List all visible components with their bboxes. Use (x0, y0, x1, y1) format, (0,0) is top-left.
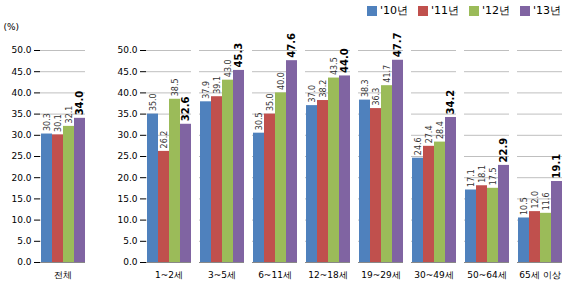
svg-text:25.0: 25.0 (117, 151, 137, 161)
svg-text:35.0: 35.0 (266, 93, 275, 111)
svg-text:32.6: 32.6 (180, 97, 191, 122)
svg-text:50.0: 50.0 (11, 45, 31, 55)
svg-text:50~64세: 50~64세 (467, 270, 506, 280)
svg-text:30.3: 30.3 (43, 113, 52, 131)
svg-text:25.0: 25.0 (11, 151, 31, 161)
svg-text:35.0: 35.0 (11, 109, 31, 119)
svg-text:30.5: 30.5 (255, 112, 264, 130)
svg-text:44.0: 44.0 (339, 48, 350, 73)
svg-text:38.5: 38.5 (171, 78, 180, 96)
svg-text:47.7: 47.7 (392, 33, 403, 58)
svg-text:0.0: 0.0 (17, 257, 32, 267)
svg-text:34.2: 34.2 (445, 90, 456, 115)
svg-text:20.0: 20.0 (117, 173, 137, 183)
svg-text:30.0: 30.0 (117, 130, 137, 140)
svg-text:17.1: 17.1 (467, 169, 476, 187)
svg-text:38.3: 38.3 (361, 79, 370, 97)
svg-text:30~49세: 30~49세 (414, 270, 453, 280)
svg-text:30.1: 30.1 (54, 114, 63, 132)
svg-text:34.0: 34.0 (74, 91, 85, 116)
svg-text:전체: 전체 (54, 270, 72, 280)
svg-text:3~5세: 3~5세 (208, 270, 236, 280)
svg-text:36.3: 36.3 (372, 88, 381, 106)
svg-text:47.6: 47.6 (286, 33, 297, 58)
svg-text:35.0: 35.0 (149, 93, 158, 111)
svg-text:18.1: 18.1 (478, 165, 487, 183)
svg-text:26.2: 26.2 (160, 131, 169, 149)
svg-text:37.0: 37.0 (308, 85, 317, 103)
svg-text:32.1: 32.1 (65, 106, 74, 124)
html-text:'12년: '12년 (481, 3, 510, 17)
svg-text:40.0: 40.0 (277, 72, 286, 90)
svg-text:24.6: 24.6 (414, 137, 423, 155)
svg-text:15.0: 15.0 (11, 194, 31, 204)
svg-text:40.0: 40.0 (11, 88, 31, 98)
svg-text:1~2세: 1~2세 (155, 270, 183, 280)
svg-text:11.6: 11.6 (542, 193, 551, 211)
svg-text:27.4: 27.4 (425, 126, 434, 144)
svg-text:38.2: 38.2 (319, 80, 328, 98)
svg-text:43.0: 43.0 (224, 59, 233, 77)
svg-text:17.5: 17.5 (489, 167, 498, 185)
svg-text:37.9: 37.9 (202, 81, 211, 99)
svg-text:6~11세: 6~11세 (258, 270, 292, 280)
svg-text:39.1: 39.1 (213, 76, 222, 94)
svg-text:50.0: 50.0 (117, 45, 137, 55)
html-text:'10년: '10년 (379, 3, 408, 17)
svg-text:15.0: 15.0 (117, 194, 137, 204)
svg-text:22.9: 22.9 (498, 138, 509, 163)
svg-text:30.0: 30.0 (11, 130, 31, 140)
svg-text:19~29세: 19~29세 (361, 270, 400, 280)
svg-text:45.0: 45.0 (117, 67, 137, 77)
svg-text:45.3: 45.3 (233, 43, 244, 68)
svg-text:41.7: 41.7 (383, 65, 392, 83)
svg-text:12~18세: 12~18세 (308, 270, 347, 280)
html-text:'13년: '13년 (533, 3, 561, 17)
svg-text:45.0: 45.0 (11, 67, 31, 77)
svg-text:12.0: 12.0 (531, 191, 540, 209)
svg-text:43.5: 43.5 (330, 57, 339, 75)
svg-text:40.0: 40.0 (117, 88, 137, 98)
svg-text:(%): (%) (4, 22, 20, 32)
svg-text:5.0: 5.0 (123, 236, 138, 246)
svg-text:28.4: 28.4 (436, 121, 445, 139)
svg-text:35.0: 35.0 (117, 109, 137, 119)
svg-text:0.0: 0.0 (123, 257, 138, 267)
svg-text:19.1: 19.1 (551, 154, 562, 179)
svg-text:65세 이상: 65세 이상 (519, 270, 560, 280)
svg-text:20.0: 20.0 (11, 173, 31, 183)
svg-text:10.0: 10.0 (11, 215, 31, 225)
svg-text:10.0: 10.0 (117, 215, 137, 225)
svg-text:10.5: 10.5 (520, 197, 529, 215)
svg-text:5.0: 5.0 (17, 236, 32, 246)
html-text:'11년: '11년 (430, 3, 459, 17)
